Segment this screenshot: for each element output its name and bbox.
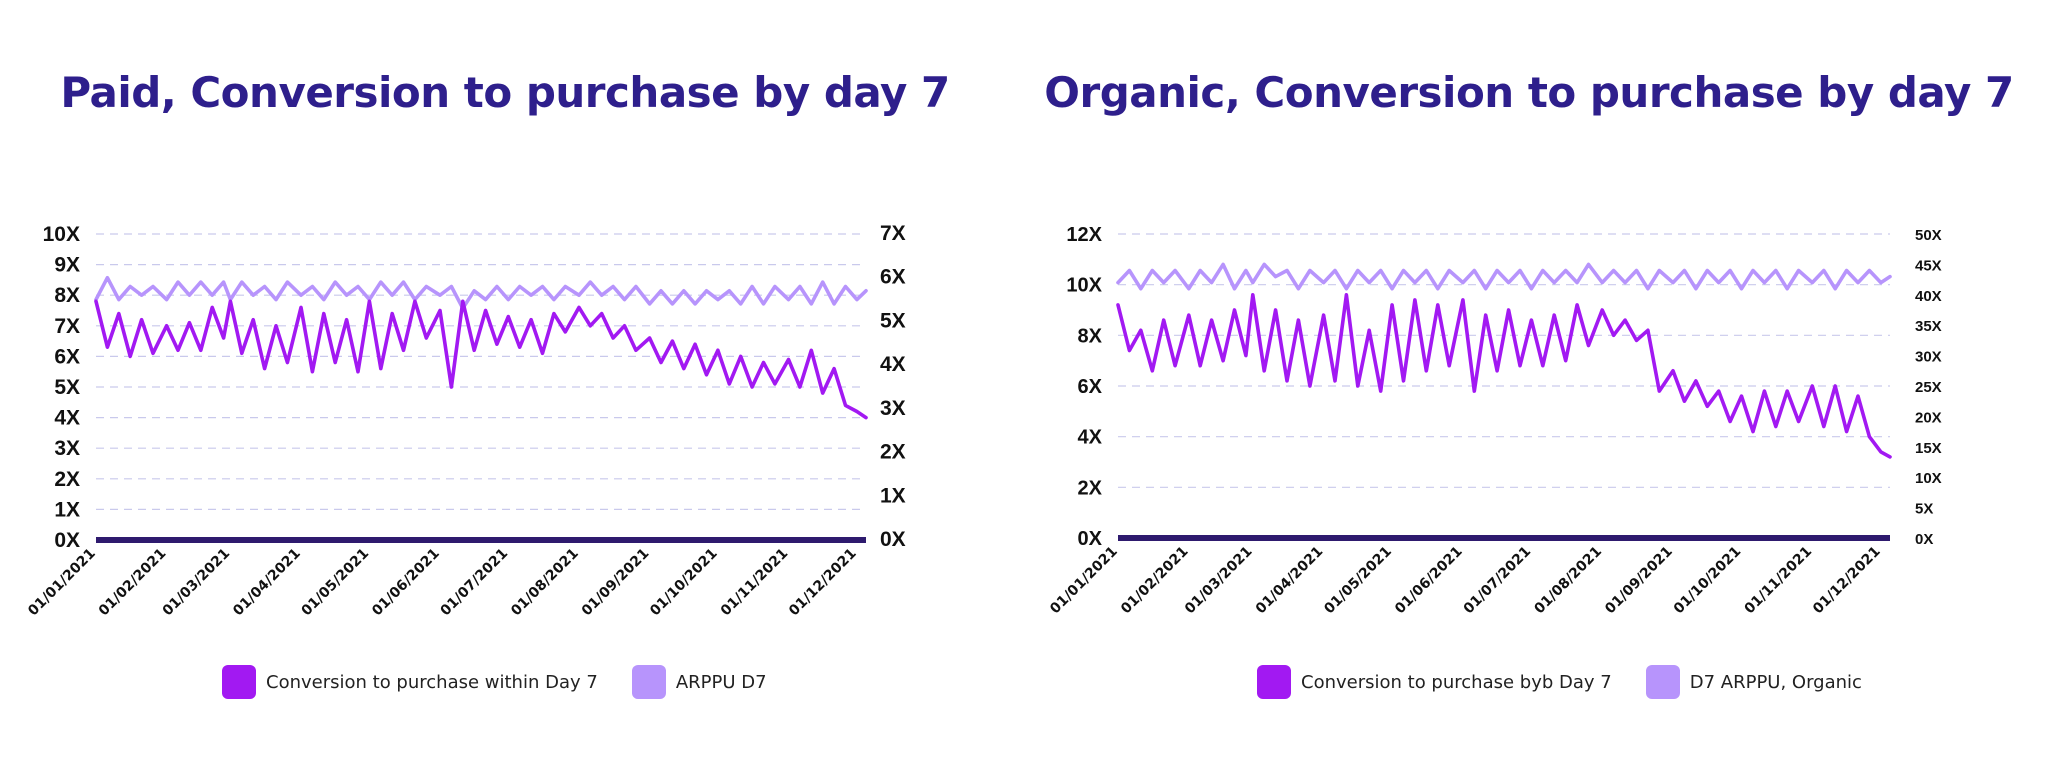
chart-legend: Conversion to purchase byb Day 7 D7 ARPP… bbox=[1257, 664, 1896, 700]
legend-swatch-conversion bbox=[222, 665, 256, 699]
y-right-tick-label: 0X bbox=[1915, 531, 1933, 548]
y-left-tick-label: 0X bbox=[54, 529, 80, 552]
y-right-tick-label: 5X bbox=[880, 309, 906, 332]
y-left-tick-label: 5X bbox=[54, 376, 80, 399]
y-right-tick-label: 30X bbox=[1915, 349, 1942, 366]
x-tick-label: 01/07/2021 bbox=[438, 546, 512, 620]
y-right-tick-label: 7X bbox=[880, 222, 906, 245]
series-line-arppu bbox=[94, 275, 868, 311]
x-tick-label: 01/09/2021 bbox=[579, 546, 653, 620]
legend-item-conversion: Conversion to purchase within Day 7 bbox=[222, 665, 598, 699]
y-left-tick-label: 10X bbox=[43, 223, 80, 246]
y-right-tick-label: 0X bbox=[880, 528, 906, 551]
x-tick-label: 01/12/2021 bbox=[786, 546, 860, 620]
x-tick-label: 01/03/2021 bbox=[1182, 544, 1256, 618]
legend-swatch-arppu bbox=[1645, 665, 1680, 699]
x-tick-label: 01/11/2021 bbox=[1742, 544, 1816, 618]
x-tick-label: 01/06/2021 bbox=[369, 546, 443, 620]
y-left-tick-label: 4X bbox=[54, 407, 80, 430]
y-right-tick-label: 6X bbox=[880, 266, 906, 289]
x-tick-label: 01/05/2021 bbox=[299, 546, 373, 620]
y-left-tick-label: 1X bbox=[54, 498, 80, 521]
y-left-tick-label: 12X bbox=[1066, 224, 1102, 246]
y-right-tick-label: 40X bbox=[1915, 288, 1942, 305]
y-right-tick-label: 15X bbox=[1915, 440, 1942, 457]
y-right-tick-label: 3X bbox=[880, 397, 906, 420]
x-tick-label: 01/08/2021 bbox=[1531, 544, 1605, 618]
y-right-tick-label: 2X bbox=[880, 441, 906, 464]
x-tick-label: 01/08/2021 bbox=[508, 546, 582, 620]
y-right-tick-label: 10X bbox=[1915, 470, 1942, 487]
x-tick-label: 01/03/2021 bbox=[160, 546, 234, 620]
x-tick-label: 01/04/2021 bbox=[1253, 544, 1327, 618]
paid-chart-plot: 0X 1X 2X 3X 4X 5X 6X 7X 8X 9X 10X 0X 1X 2X 3X 4X 5X 6X 7X 0… bbox=[25, 222, 906, 620]
legend-item-arppu: D7 ARPPU, Organic bbox=[1645, 665, 1862, 699]
series-line-conversion bbox=[94, 299, 868, 420]
y-left-tick-label: 2X bbox=[1078, 477, 1103, 499]
organic-chart-plot: 0X 2X 4X 6X 8X 10X 12X 0X 5X 10X 15X 20X 25X 30X 35X 40… bbox=[1047, 224, 1942, 618]
chart-legend: Conversion to purchase within Day 7 ARPP… bbox=[222, 664, 801, 700]
x-tick-label: 01/06/2021 bbox=[1392, 544, 1466, 618]
x-tick-label: 01/05/2021 bbox=[1321, 544, 1395, 618]
x-tick-label: 01/02/2021 bbox=[96, 546, 170, 620]
x-tick-label: 01/11/2021 bbox=[718, 546, 792, 620]
y-right-tick-label: 1X bbox=[880, 484, 906, 507]
chart-title: Paid, Conversion to purchase by day 7 bbox=[60, 68, 950, 117]
x-tick-label: 01/10/2021 bbox=[1671, 544, 1745, 618]
y-right-tick-label: 5X bbox=[1915, 501, 1933, 518]
y-left-tick-label: 0X bbox=[1078, 528, 1103, 550]
y-left-tick-label: 10X bbox=[1066, 275, 1102, 297]
paid-chart-panel: Paid, Conversion to purchase by day 7 0X… bbox=[0, 0, 1010, 762]
x-tick-label: 01/04/2021 bbox=[230, 546, 304, 620]
chart-title: Organic, Conversion to purchase by day 7 bbox=[1044, 68, 2014, 117]
x-tick-label: 01/10/2021 bbox=[647, 546, 721, 620]
series-line-conversion bbox=[1116, 292, 1892, 459]
x-tick-label: 01/02/2021 bbox=[1118, 544, 1192, 618]
y-right-tick-label: 25X bbox=[1915, 379, 1942, 396]
x-tick-label: 01/12/2021 bbox=[1810, 544, 1884, 618]
x-tick-label: 01/07/2021 bbox=[1461, 544, 1535, 618]
y-right-tick-label: 20X bbox=[1915, 409, 1942, 426]
y-left-tick-label: 7X bbox=[54, 315, 80, 338]
y-left-tick-label: 8X bbox=[54, 284, 80, 307]
y-right-tick-label: 45X bbox=[1915, 257, 1942, 274]
y-left-tick-label: 9X bbox=[54, 254, 80, 277]
y-right-tick-label: 35X bbox=[1915, 318, 1942, 335]
legend-item-arppu: ARPPU D7 bbox=[631, 665, 767, 699]
legend-item-conversion: Conversion to purchase byb Day 7 bbox=[1257, 665, 1612, 699]
legend-swatch-conversion bbox=[1257, 665, 1291, 699]
y-right-tick-label: 4X bbox=[880, 353, 906, 376]
x-tick-label: 01/09/2021 bbox=[1602, 544, 1676, 618]
y-left-tick-label: 3X bbox=[54, 437, 80, 460]
x-tick-label: 01/01/2021 bbox=[25, 546, 99, 620]
y-left-tick-label: 2X bbox=[54, 468, 80, 491]
legend-label-arppu: D7 ARPPU, Organic bbox=[1689, 671, 1862, 693]
y-left-tick-label: 4X bbox=[1078, 427, 1103, 449]
x-tick-label: 01/01/2021 bbox=[1047, 544, 1121, 618]
legend-swatch-arppu bbox=[631, 665, 666, 699]
legend-label-conversion: Conversion to purchase within Day 7 bbox=[266, 671, 598, 693]
legend-label-arppu: ARPPU D7 bbox=[675, 671, 767, 693]
y-left-tick-label: 8X bbox=[1078, 325, 1103, 347]
legend-label-conversion: Conversion to purchase byb Day 7 bbox=[1301, 671, 1612, 693]
y-left-tick-label: 6X bbox=[1078, 376, 1103, 398]
y-right-tick-label: 50X bbox=[1915, 227, 1942, 244]
series-line-arppu bbox=[1116, 262, 1892, 291]
organic-chart-panel: Organic, Conversion to purchase by day 7… bbox=[1010, 0, 2048, 762]
y-left-tick-label: 6X bbox=[54, 345, 80, 368]
